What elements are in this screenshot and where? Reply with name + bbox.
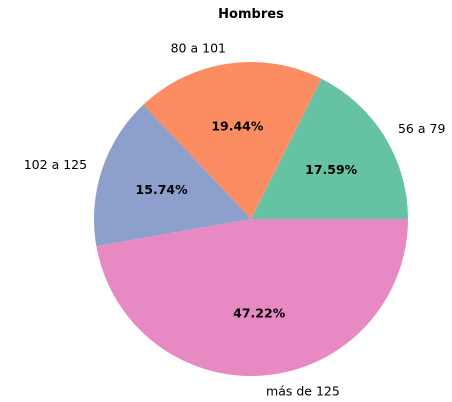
pie-slice-0 <box>251 78 408 219</box>
slice-labels: 56 a 79 80 a 101 102 a 125 más de 125 <box>24 41 446 399</box>
percent-labels: 17.59% 19.44% 15.74% 47.22% <box>136 118 358 320</box>
slice-percent-label: 17.59% <box>305 162 358 177</box>
pie-slices <box>94 61 409 377</box>
slice-percent-label: 19.44% <box>211 118 264 133</box>
pie-slice-3 <box>96 219 409 377</box>
slice-category-label: 102 a 125 <box>24 157 87 172</box>
slice-percent-label: 15.74% <box>136 182 189 197</box>
pie-slice-2 <box>94 104 252 247</box>
chart-title: Hombres <box>218 7 284 22</box>
slice-category-label: 56 a 79 <box>398 121 445 136</box>
slice-category-label: 80 a 101 <box>171 41 226 56</box>
slice-category-label: más de 125 <box>266 384 340 399</box>
pie-slice-1 <box>143 61 322 219</box>
slice-percent-label: 47.22% <box>233 305 286 320</box>
